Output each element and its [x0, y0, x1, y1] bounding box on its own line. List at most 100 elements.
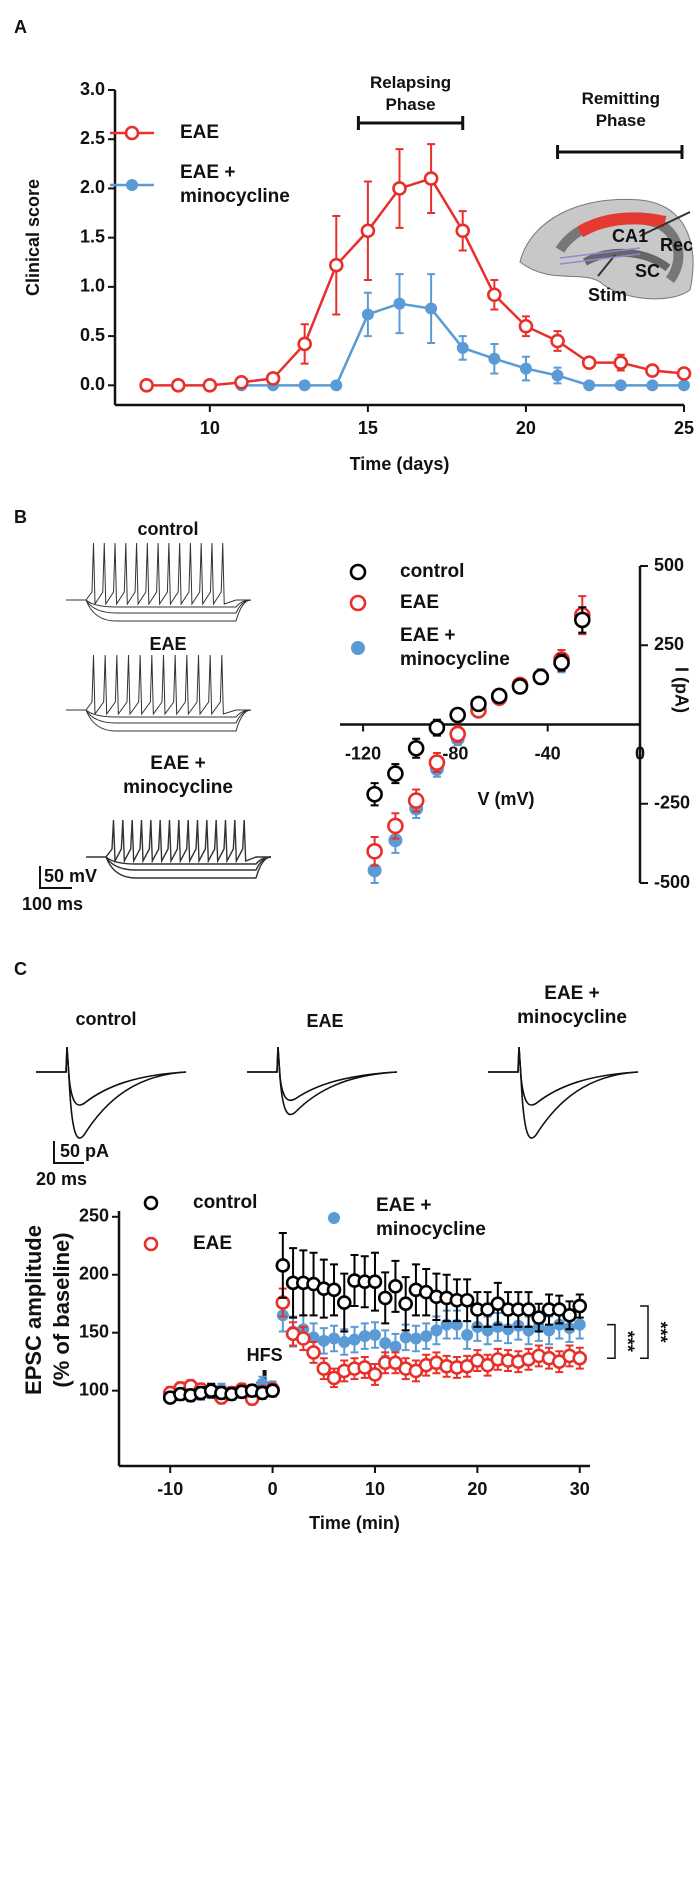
marker	[317, 1334, 330, 1347]
marker	[459, 1292, 475, 1308]
marker	[613, 355, 629, 370]
marker	[202, 378, 218, 393]
marker	[399, 1331, 412, 1344]
legend-marker	[328, 1212, 340, 1224]
marker	[420, 1330, 433, 1343]
marker	[407, 792, 425, 809]
marker	[387, 765, 404, 782]
inset-label: Stim	[588, 285, 627, 305]
trace-label: EAE + minocycline	[517, 983, 627, 1028]
significance-bracket	[607, 1323, 616, 1359]
marker	[470, 695, 487, 713]
annotation: HFS	[247, 1345, 283, 1365]
bracket	[356, 116, 465, 130]
x-axis-label: Time (days)	[350, 454, 450, 474]
marker	[461, 1329, 474, 1342]
y-tick-label: 1.0	[80, 276, 105, 296]
trace-label: EAE	[306, 1011, 343, 1031]
marker	[646, 379, 659, 392]
marker	[328, 1332, 341, 1345]
marker	[521, 1302, 536, 1317]
y-tick-label: 250	[79, 1206, 109, 1226]
y-tick-label: 150	[79, 1321, 109, 1341]
marker	[490, 687, 508, 705]
inset-ca1	[576, 212, 667, 238]
y-tick-label: 250	[654, 634, 684, 654]
inset-label: SC	[635, 261, 660, 281]
legend-marker	[143, 1195, 159, 1211]
marker	[676, 366, 692, 381]
annotation: Remitting Phase	[581, 89, 660, 130]
marker	[366, 785, 383, 803]
x-tick-label: 0	[268, 1479, 278, 1499]
trace	[85, 709, 252, 732]
legend-label: EAE	[400, 592, 440, 613]
legend-marker	[124, 125, 140, 141]
y-tick-label: 2.5	[80, 128, 105, 148]
legend-marker	[349, 563, 367, 581]
marker	[488, 352, 501, 365]
marker	[550, 333, 565, 349]
panel-label: A	[14, 17, 27, 37]
marker	[367, 1367, 383, 1382]
marker	[393, 297, 406, 310]
y-tick-label: 0.0	[80, 374, 105, 394]
y-tick-label: 100	[79, 1379, 109, 1399]
x-tick-label: 0	[635, 743, 645, 763]
trace	[488, 1046, 639, 1106]
scale-label: 50 mV	[44, 866, 97, 886]
trace	[66, 654, 251, 716]
scale-bar	[39, 866, 72, 889]
marker	[487, 287, 502, 303]
y-tick-label: 3.0	[80, 79, 105, 99]
inset-fibers	[559, 247, 641, 265]
marker	[388, 833, 403, 848]
legend-label: EAE	[180, 122, 220, 143]
y-axis-label: EPSC amplitude (% of baseline)	[21, 1225, 74, 1395]
trace	[86, 819, 271, 864]
legend-label: EAE + minocycline	[376, 1195, 486, 1240]
marker	[456, 341, 469, 354]
significance-label: ***	[617, 1331, 637, 1352]
y-tick-label: -250	[654, 793, 690, 813]
marker	[366, 842, 383, 860]
annotation: Relapsing Phase	[369, 73, 452, 114]
trace-label: EAE + minocycline	[123, 753, 233, 798]
marker	[265, 371, 281, 386]
marker	[409, 1332, 422, 1345]
legend-label: EAE + minocycline	[180, 162, 290, 207]
marker	[360, 223, 376, 239]
marker	[573, 1318, 586, 1331]
scale-label: 50 pA	[60, 1141, 109, 1161]
x-tick-label: 10	[365, 1479, 385, 1499]
marker	[170, 378, 186, 393]
marker	[326, 1282, 342, 1298]
y-tick-label: 500	[654, 555, 684, 575]
trace	[488, 1046, 639, 1139]
inset-electrode	[597, 211, 691, 277]
scale-bar	[53, 1141, 84, 1164]
trace-label: control	[76, 1009, 137, 1029]
inset-label: Rec	[660, 235, 693, 255]
marker	[562, 1308, 577, 1323]
x-tick-label: 25	[674, 418, 694, 438]
marker	[407, 739, 425, 757]
x-tick-label: -120	[345, 743, 381, 763]
marker	[518, 318, 534, 334]
marker	[645, 363, 660, 378]
y-tick-label: 0.5	[80, 325, 105, 345]
marker	[551, 369, 564, 382]
x-tick-label: -40	[535, 743, 561, 763]
marker	[326, 1370, 342, 1386]
legend-label: EAE + minocycline	[400, 625, 510, 670]
trace	[85, 709, 252, 724]
marker	[428, 719, 446, 736]
x-axis-label: V (mV)	[477, 789, 534, 809]
trace	[36, 1046, 187, 1139]
marker	[455, 223, 471, 239]
marker	[543, 1324, 556, 1337]
marker	[387, 817, 404, 835]
marker	[430, 1324, 443, 1337]
